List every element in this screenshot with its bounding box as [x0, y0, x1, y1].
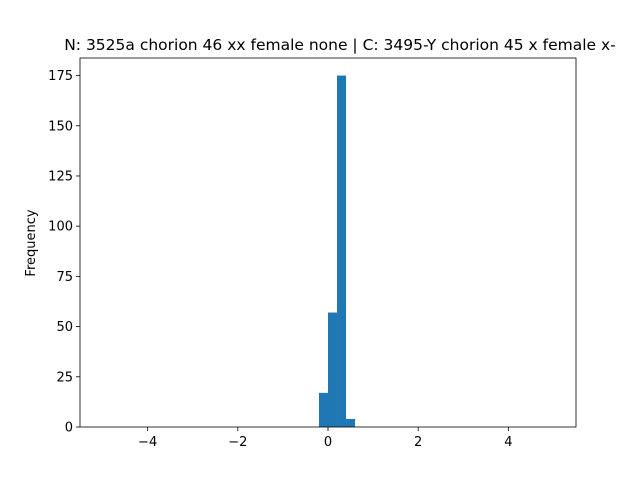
x-axis-ticks: −4 −2 0 2 4	[138, 427, 513, 450]
y-tick-label: 50	[56, 320, 73, 335]
y-tick-label: 175	[48, 69, 73, 84]
x-tick-label: 0	[324, 435, 332, 450]
y-tick-label: 75	[56, 270, 73, 285]
x-tick-label: 4	[504, 435, 512, 450]
y-axis-ticks: 0 25 50 75 100 125 150 175	[48, 69, 80, 436]
y-axis-label: Frequency	[24, 209, 39, 276]
histogram-bar-2	[337, 75, 347, 428]
y-tick-label: 25	[56, 370, 73, 385]
histogram-bar-1	[328, 312, 338, 427]
y-tick-label: 150	[48, 119, 73, 134]
y-tick-label: 100	[48, 220, 73, 235]
x-tick-label: −2	[228, 435, 247, 450]
plot-frame	[79, 57, 577, 428]
x-tick-label: −4	[138, 435, 157, 450]
y-tick-label: 0	[65, 421, 73, 436]
bars-group	[318, 75, 356, 428]
histogram-bar-3	[346, 418, 356, 427]
y-tick-label: 125	[48, 169, 73, 184]
x-tick-label: 2	[414, 435, 422, 450]
histogram-bar-0	[318, 392, 328, 427]
chart-title: N: 3525a chorion 46 xx female none | C: …	[64, 36, 616, 54]
